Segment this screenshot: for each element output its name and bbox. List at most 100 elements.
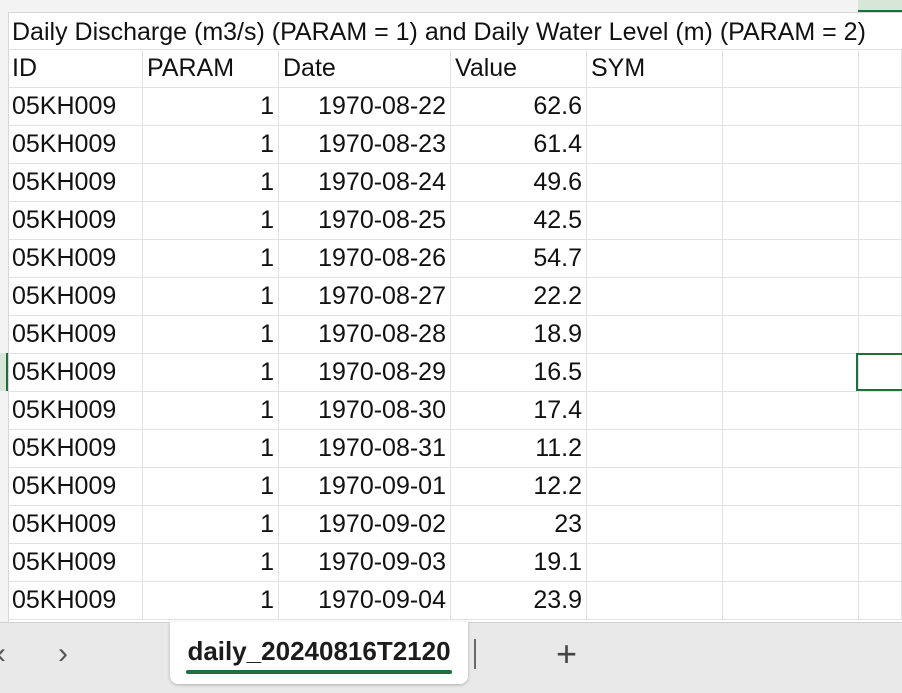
cell-sym[interactable] [587,582,723,620]
cell-param[interactable]: 1 [143,392,279,430]
cell-date[interactable]: 1970-08-23 [279,126,451,164]
empty-cell[interactable] [723,544,859,582]
cell-sym[interactable] [587,468,723,506]
column-header-date[interactable]: Date [279,50,451,88]
cell-date[interactable]: 1970-08-25 [279,202,451,240]
empty-cell[interactable] [723,126,859,164]
cell-param[interactable]: 1 [143,544,279,582]
cell-value[interactable]: 17.4 [451,392,587,430]
cell-sym[interactable] [587,278,723,316]
cell-date[interactable]: 1970-08-31 [279,430,451,468]
cell-sym[interactable] [587,430,723,468]
empty-cell[interactable] [723,506,859,544]
empty-cell[interactable] [723,354,859,392]
cell-param[interactable]: 1 [143,240,279,278]
cell-sym[interactable] [587,88,723,126]
cell-id[interactable]: 05KH009 [8,88,143,126]
empty-cell[interactable] [859,88,902,126]
cell-id[interactable]: 05KH009 [8,582,143,620]
cell-id[interactable]: 05KH009 [8,278,143,316]
cell-value[interactable]: 23 [451,506,587,544]
scroll-tabs-right-icon[interactable]: › [58,637,68,670]
column-header-value[interactable]: Value [451,50,587,88]
empty-cell[interactable] [859,202,902,240]
empty-cell[interactable] [859,278,902,316]
sheet-tab-active[interactable]: daily_20240816T2120 [170,622,468,684]
cell-sym[interactable] [587,392,723,430]
empty-cell[interactable] [859,50,902,88]
active-cell-selection[interactable] [856,353,902,391]
empty-cell[interactable] [859,544,902,582]
cell-sym[interactable] [587,202,723,240]
cell-id[interactable]: 05KH009 [8,392,143,430]
sheet-title-cell[interactable]: Daily Discharge (m3/s) (PARAM = 1) and D… [8,12,902,50]
cell-id[interactable]: 05KH009 [8,202,143,240]
cell-param[interactable]: 1 [143,506,279,544]
cell-id[interactable]: 05KH009 [8,468,143,506]
empty-cell[interactable] [723,50,859,88]
cell-date[interactable]: 1970-09-04 [279,582,451,620]
cell-date[interactable]: 1970-09-03 [279,544,451,582]
cell-param[interactable]: 1 [143,88,279,126]
empty-cell[interactable] [723,202,859,240]
cell-date[interactable]: 1970-08-30 [279,392,451,430]
cell-sym[interactable] [587,506,723,544]
cell-value[interactable]: 62.6 [451,88,587,126]
cell-value[interactable]: 22.2 [451,278,587,316]
empty-cell[interactable] [859,582,902,620]
cell-value[interactable]: 18.9 [451,316,587,354]
empty-cell[interactable] [859,240,902,278]
cell-param[interactable]: 1 [143,468,279,506]
cell-value[interactable]: 61.4 [451,126,587,164]
empty-cell[interactable] [723,240,859,278]
cell-date[interactable]: 1970-09-02 [279,506,451,544]
empty-cell[interactable] [723,582,859,620]
cell-id[interactable]: 05KH009 [8,354,143,392]
cell-sym[interactable] [587,544,723,582]
empty-cell[interactable] [859,126,902,164]
cell-value[interactable]: 19.1 [451,544,587,582]
cell-sym[interactable] [587,240,723,278]
column-header-id[interactable]: ID [8,50,143,88]
empty-cell[interactable] [723,88,859,126]
cell-value[interactable]: 23.9 [451,582,587,620]
cell-param[interactable]: 1 [143,126,279,164]
row-headers[interactable] [0,12,9,622]
cell-param[interactable]: 1 [143,164,279,202]
column-headers[interactable] [0,0,902,13]
cell-param[interactable]: 1 [143,430,279,468]
cell-date[interactable]: 1970-08-28 [279,316,451,354]
cell-id[interactable]: 05KH009 [8,506,143,544]
cell-value[interactable]: 11.2 [451,430,587,468]
cell-date[interactable]: 1970-09-01 [279,468,451,506]
cell-param[interactable]: 1 [143,354,279,392]
cell-id[interactable]: 05KH009 [8,164,143,202]
empty-cell[interactable] [723,430,859,468]
cell-param[interactable]: 1 [143,278,279,316]
cell-value[interactable]: 54.7 [451,240,587,278]
cell-param[interactable]: 1 [143,202,279,240]
empty-cell[interactable] [859,468,902,506]
cell-id[interactable]: 05KH009 [8,240,143,278]
cell-sym[interactable] [587,354,723,392]
cell-date[interactable]: 1970-08-24 [279,164,451,202]
empty-cell[interactable] [859,392,902,430]
cell-value[interactable]: 49.6 [451,164,587,202]
cell-id[interactable]: 05KH009 [8,126,143,164]
cell-date[interactable]: 1970-08-27 [279,278,451,316]
cell-sym[interactable] [587,316,723,354]
cell-sym[interactable] [587,126,723,164]
cell-value[interactable]: 16.5 [451,354,587,392]
empty-cell[interactable] [859,164,902,202]
cell-id[interactable]: 05KH009 [8,544,143,582]
scroll-tabs-left-icon[interactable]: ‹ [0,637,6,671]
cell-id[interactable]: 05KH009 [8,316,143,354]
cell-sym[interactable] [587,164,723,202]
empty-cell[interactable] [723,164,859,202]
add-sheet-icon[interactable]: + [556,633,578,674]
cell-value[interactable]: 12.2 [451,468,587,506]
empty-cell[interactable] [723,278,859,316]
column-header-sym[interactable]: SYM [587,50,723,88]
spreadsheet-grid[interactable]: Daily Discharge (m3/s) (PARAM = 1) and D… [8,12,902,622]
empty-cell[interactable] [723,392,859,430]
